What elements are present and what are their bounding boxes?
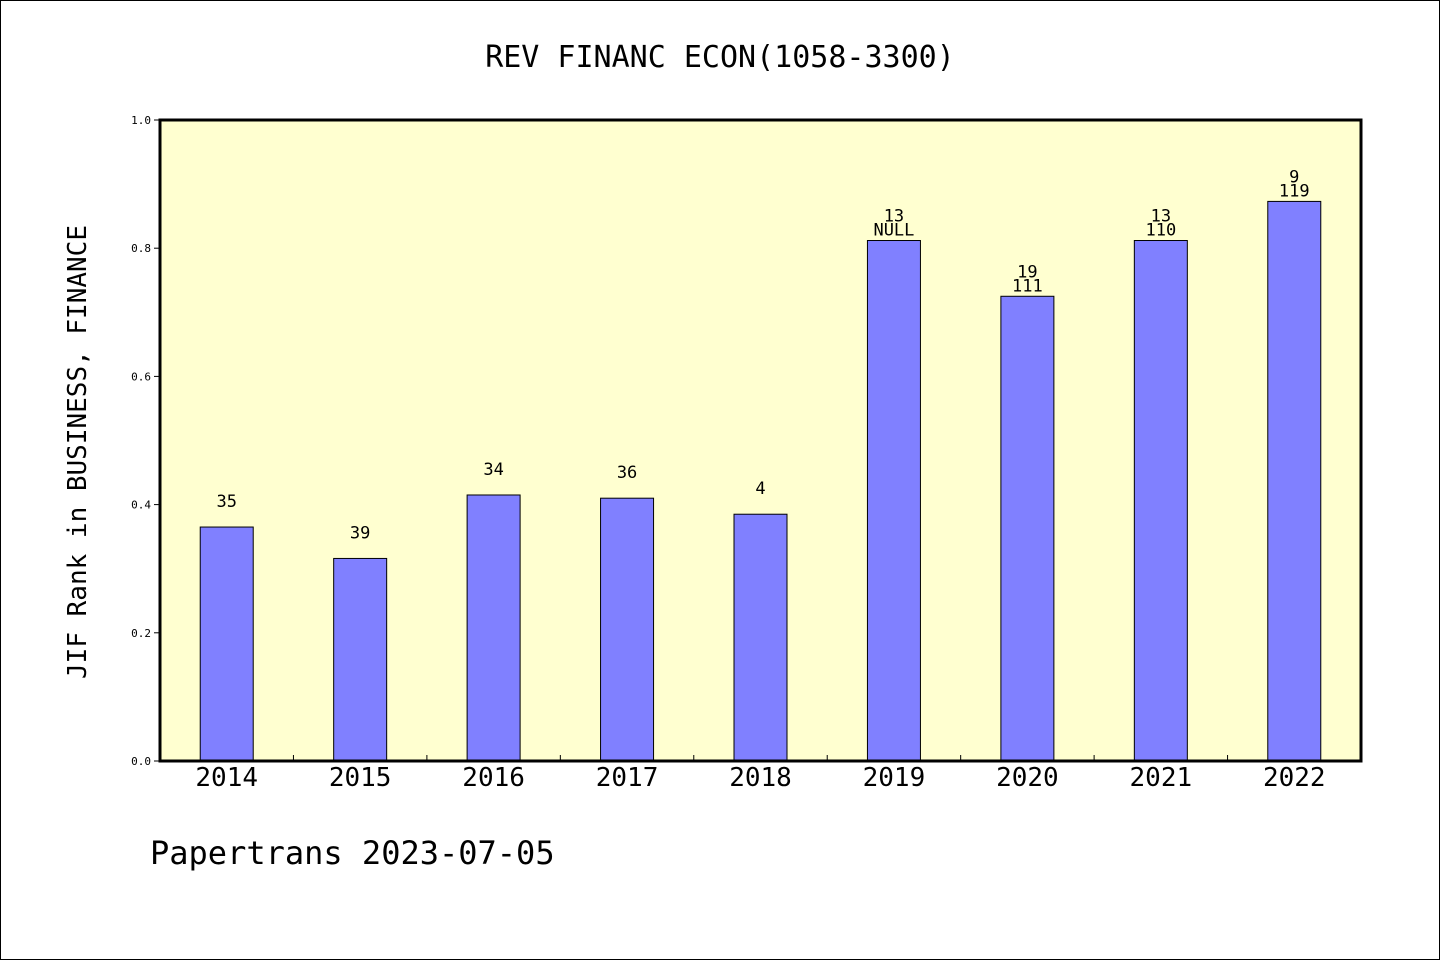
bar-label-2017: 36 [617,463,637,483]
bar-2021 [1133,240,1188,762]
x-tick-label-2019: 2019 [863,763,926,793]
x-axis: 2014 2015 2016 2017 2018 2019 2020 2021 2022 [195,755,1326,793]
bars-group [199,200,1322,762]
y-tick-label-0.0: 0.0 [131,755,151,768]
chart-title: REV FINANC ECON(1058-3300) [485,40,955,75]
x-tick-label-2022: 2022 [1263,763,1326,793]
bar-label-2020: 111 [1012,276,1043,296]
y-tick-label-0.2: 0.2 [131,627,151,640]
bar-label-top-2022: 9 [1289,167,1299,187]
bar-label-2019: NULL [873,221,914,241]
bar-label-2015: 39 [350,523,370,543]
y-tick-label-0.8: 0.8 [131,242,151,255]
bar-label-2021: 110 [1145,221,1176,241]
y-axis: 0.0 0.2 0.4 0.6 0.8 1.0 [131,114,160,768]
x-tick-label-2018: 2018 [729,763,792,793]
plot-border [158,118,1363,763]
bar-label-top-2021: 13 [1151,207,1171,227]
bar-2020 [1000,295,1055,762]
y-tick-label-0.6: 0.6 [131,370,151,383]
x-tick-label-2015: 2015 [329,763,392,793]
bar-2017 [600,497,655,762]
bar-2018 [733,513,788,762]
bar-2016 [466,494,521,762]
footer-text: Papertrans 2023-07-05 [150,834,555,872]
y-axis-label: JIF Rank in BUSINESS, FINANCE [63,225,93,679]
x-tick-label-2014: 2014 [195,763,258,793]
bar-label-2022: 119 [1279,181,1310,201]
x-tick-label-2021: 2021 [1130,763,1193,793]
x-tick-label-2020: 2020 [996,763,1059,793]
y-tick-label-0.4: 0.4 [131,499,151,512]
bar-2015 [333,557,388,762]
x-tick-label-2017: 2017 [596,763,659,793]
bar-label-top-2020: 19 [1017,262,1037,282]
bar-2019 [866,240,921,762]
bar-2014 [199,526,254,762]
bar-label-2014: 35 [216,492,236,512]
bar-label-top-2019: 13 [884,207,904,227]
bar-label-2016: 34 [483,460,503,480]
x-tick-label-2016: 2016 [462,763,525,793]
bar-label-2018: 4 [755,479,765,499]
bar-2022 [1267,200,1322,762]
y-tick-label-1.0: 1.0 [131,114,151,127]
